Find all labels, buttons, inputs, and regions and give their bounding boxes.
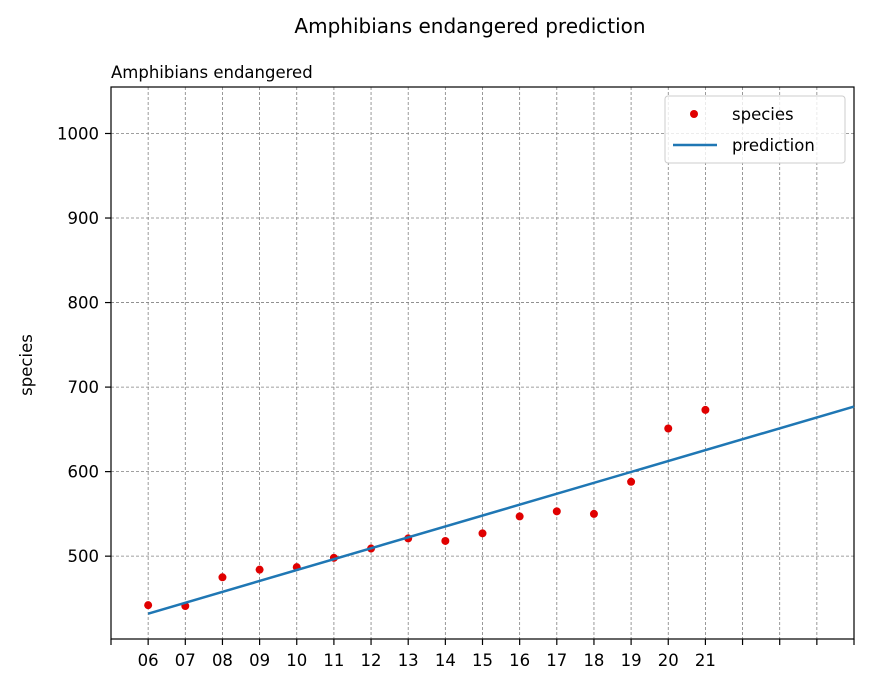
x-tick-label: 10 — [286, 651, 307, 670]
species-point — [589, 509, 598, 518]
x-tick-label: 17 — [546, 651, 567, 670]
species-point — [701, 405, 710, 414]
y-tick-label: 500 — [68, 547, 100, 566]
y-tick-label: 1000 — [57, 124, 99, 143]
species-point — [255, 565, 264, 574]
x-tick-label: 08 — [212, 651, 233, 670]
legend-label-species: species — [732, 105, 794, 124]
x-tick-label: 20 — [658, 651, 679, 670]
species-point — [144, 601, 153, 610]
species-point — [441, 536, 450, 545]
legend-marker-species — [690, 110, 698, 118]
species-point — [218, 573, 227, 582]
x-tick-label: 21 — [695, 651, 716, 670]
chart-title: Amphibians endangered prediction — [294, 14, 645, 38]
x-tick-label: 11 — [323, 651, 344, 670]
x-tick-label: 06 — [138, 651, 159, 670]
plot-marks — [144, 405, 855, 615]
y-axis-label: species — [17, 334, 36, 396]
x-tick-label: 14 — [435, 651, 456, 670]
species-point — [627, 477, 636, 486]
y-tick-label: 900 — [68, 209, 100, 228]
x-tick-label: 15 — [472, 651, 493, 670]
x-tick-label: 16 — [509, 651, 530, 670]
species-point — [552, 507, 561, 516]
y-tick-label: 700 — [68, 378, 100, 397]
legend-label-prediction: prediction — [732, 136, 815, 155]
x-tick-label: 12 — [361, 651, 382, 670]
y-tick-label: 800 — [68, 294, 100, 313]
grid-lines — [111, 87, 854, 639]
x-tick-label: 07 — [175, 651, 196, 670]
x-axis: 06 07 08 09 10 11 12 13 14 15 16 17 18 19 20 21 — [110, 639, 855, 670]
species-point — [515, 512, 524, 521]
x-tick-label: 09 — [249, 651, 270, 670]
species-point — [664, 424, 673, 433]
x-tick-label: 13 — [398, 651, 419, 670]
y-tick-label: 600 — [68, 463, 100, 482]
y-axis: 500 600 700 800 900 1000 — [57, 124, 111, 566]
legend: species prediction — [664, 95, 846, 164]
prediction-line — [147, 405, 855, 615]
axes-title: Amphibians endangered — [111, 63, 313, 82]
x-tick-label: 19 — [621, 651, 642, 670]
x-tick-label: 18 — [583, 651, 604, 670]
species-point — [478, 529, 487, 538]
